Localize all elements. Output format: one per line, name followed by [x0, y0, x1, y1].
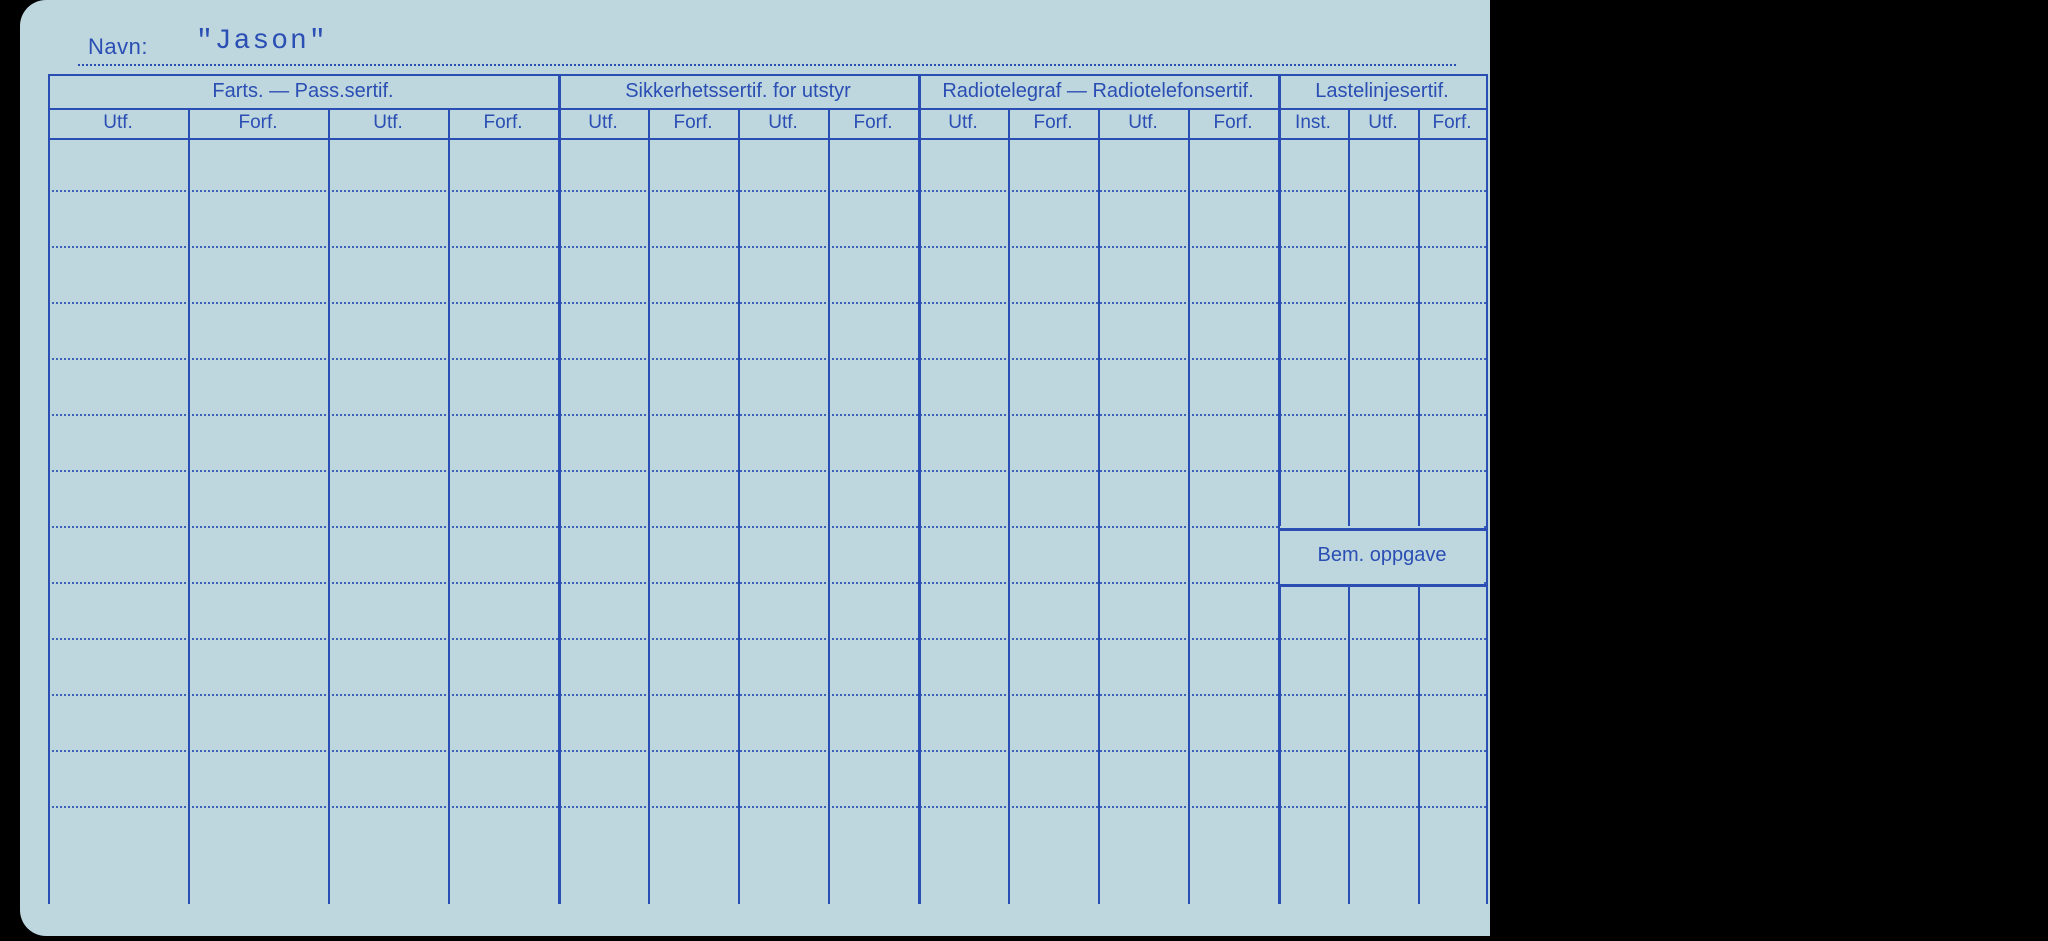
punch-hole: [1546, 500, 1592, 546]
column-headers-row: Utf.Forf.Utf.Forf.Utf.Forf.Utf.Forf.Utf.…: [48, 108, 1456, 138]
column-header: Forf.: [1188, 112, 1278, 134]
punch-hole: [1546, 588, 1592, 634]
vertical-line: [738, 108, 740, 904]
vertical-line: [1418, 108, 1420, 904]
subheader-underline: [1278, 138, 1486, 140]
name-underline: [78, 64, 1456, 66]
vertical-line: [1188, 108, 1190, 904]
punch-hole: [1546, 852, 1592, 898]
table-row-line: [48, 414, 1486, 416]
vertical-line: [918, 74, 921, 904]
column-header: Forf.: [1008, 112, 1098, 134]
column-header: Forf.: [188, 112, 328, 134]
table-row-line: [48, 358, 1486, 360]
punch-hole: [1546, 412, 1592, 458]
table-row-line: [48, 638, 1486, 640]
column-header: Utf.: [558, 112, 648, 134]
group-border-top: [48, 74, 558, 76]
group-header: Sikkerhetssertif. for utstyr: [558, 80, 918, 103]
table-row-line: [48, 190, 1486, 192]
vertical-line: [828, 108, 830, 904]
column-header: Utf.: [48, 112, 188, 134]
punch-hole: [1546, 236, 1592, 282]
table-row-line: [48, 302, 1486, 304]
subheader-underline: [48, 138, 558, 140]
column-header: Utf.: [328, 112, 448, 134]
table-row-line: [48, 806, 1486, 808]
group-border-top: [918, 74, 1278, 76]
vertical-line: [558, 74, 561, 904]
group-header: Radiotelegraf — Radiotelefonsertif.: [918, 80, 1278, 103]
bem-oppgave-border: [1278, 584, 1486, 587]
bem-oppgave-border: [1278, 528, 1486, 531]
name-row: Navn: "Jason": [78, 28, 1458, 72]
punch-hole: [1546, 34, 1592, 80]
column-header: Forf.: [828, 112, 918, 134]
punch-hole: [1546, 764, 1592, 810]
column-header: Forf.: [648, 112, 738, 134]
column-header: Utf.: [738, 112, 828, 134]
column-header: Forf.: [448, 112, 558, 134]
vertical-line: [1098, 108, 1100, 904]
record-card: Navn: "Jason" Farts. — Pass.sertif.Sikke…: [20, 0, 1490, 936]
bem-oppgave-label: Bem. oppgave: [1278, 544, 1486, 567]
column-header: Utf.: [918, 112, 1008, 134]
vertical-line: [448, 108, 450, 904]
group-headers-row: Farts. — Pass.sertif.Sikkerhetssertif. f…: [48, 74, 1456, 108]
vertical-line: [1278, 74, 1280, 904]
certificate-table: Farts. — Pass.sertif.Sikkerhetssertif. f…: [48, 74, 1456, 904]
table-row-line: [48, 526, 1486, 528]
vertical-line: [1008, 108, 1010, 904]
column-header: Utf.: [1098, 112, 1188, 134]
vertical-line: [328, 108, 330, 904]
punch-hole: [1546, 676, 1592, 722]
punch-hole: [1546, 148, 1592, 194]
vertical-line: [1348, 108, 1350, 904]
table-row-line: [48, 694, 1486, 696]
table-row-line: [48, 470, 1486, 472]
table-row-line: [48, 246, 1486, 248]
column-header: Forf.: [1418, 112, 1486, 134]
group-header: Farts. — Pass.sertif.: [48, 80, 558, 103]
name-label: Navn:: [88, 34, 148, 60]
group-header: Lastelinjesertif.: [1278, 80, 1486, 103]
column-header: Inst.: [1278, 112, 1348, 134]
vertical-line: [1486, 74, 1488, 904]
punch-hole: [1546, 324, 1592, 370]
vertical-line: [48, 74, 50, 904]
table-row-line: [48, 582, 1486, 584]
table-row-line: [48, 750, 1486, 752]
vertical-line: [648, 108, 650, 904]
column-header: Utf.: [1348, 112, 1418, 134]
group-border-top: [558, 74, 918, 76]
group-border-top: [1278, 74, 1486, 76]
vertical-line: [188, 108, 190, 904]
name-value: "Jason": [196, 26, 328, 57]
